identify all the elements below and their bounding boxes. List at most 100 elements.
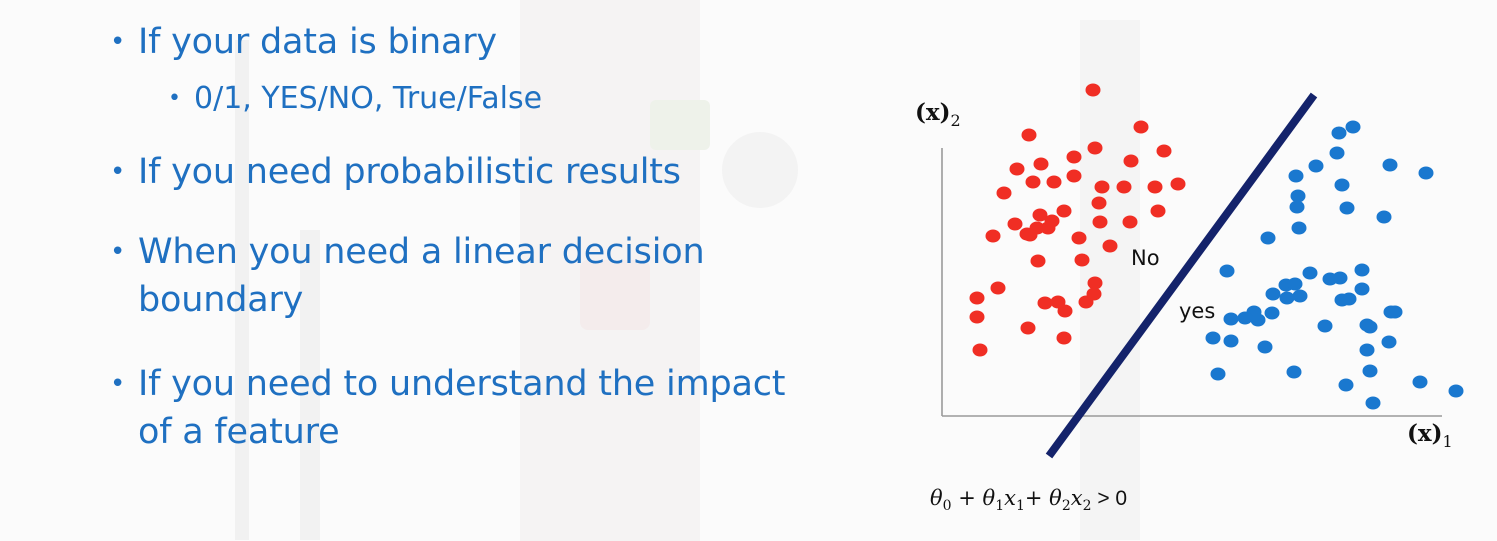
no-class-point — [1122, 215, 1138, 229]
yes-class-point — [1210, 367, 1226, 381]
yes-class-point — [1362, 364, 1378, 378]
no-class-point — [1037, 296, 1053, 310]
no-class-point — [1071, 231, 1087, 245]
eq-plus: + — [1025, 486, 1049, 510]
yes-class-point — [1286, 365, 1302, 379]
no-class-points — [969, 83, 1186, 357]
eq-sub: 0 — [943, 498, 952, 514]
yes-class-point — [1289, 200, 1305, 214]
eq-sub: 2 — [1062, 498, 1071, 514]
bullet-dot: • — [110, 27, 126, 57]
y-axis-label: (x)2 — [915, 99, 961, 130]
bullet-feature-impact: • If you need to understand the impact o… — [108, 360, 868, 456]
no-class-point — [1066, 169, 1082, 183]
yes-class-point — [1264, 306, 1280, 320]
bullet-binary: • If your data is binary — [108, 18, 868, 66]
no-class-point — [1032, 208, 1048, 222]
no-class-point — [1050, 295, 1066, 309]
no-class-point — [1020, 321, 1036, 335]
bullet-dot: • — [168, 86, 181, 111]
no-class-point — [1150, 204, 1166, 218]
no-class-point — [1007, 217, 1023, 231]
eq-theta0: θ — [930, 486, 943, 510]
eq-x1: x — [1004, 486, 1016, 510]
yes-class-point — [1331, 126, 1347, 140]
yes-class-point — [1302, 266, 1318, 280]
yes-class-point — [1359, 343, 1375, 357]
yes-class-point — [1287, 277, 1303, 291]
no-class-point — [990, 281, 1006, 295]
bullet-linear-boundary: • When you need a linear decision bounda… — [108, 228, 868, 324]
yes-class-point — [1257, 340, 1273, 354]
eq-sub: 2 — [1083, 498, 1092, 514]
no-class-point — [1094, 180, 1110, 194]
yes-class-point — [1338, 378, 1354, 392]
no-class-point — [1087, 276, 1103, 290]
no-class-point — [1030, 254, 1046, 268]
no-class-point — [969, 291, 985, 305]
region-label-no: No — [1131, 246, 1160, 270]
no-class-point — [1044, 214, 1060, 228]
yes-class-point — [1223, 334, 1239, 348]
eq-x2: x — [1071, 486, 1083, 510]
no-class-point — [1033, 157, 1049, 171]
no-class-point — [1056, 331, 1072, 345]
yes-class-point — [1250, 313, 1266, 327]
no-class-point — [1009, 162, 1025, 176]
bullet-dot: • — [110, 369, 126, 399]
yes-class-point — [1381, 335, 1397, 349]
no-class-point — [1019, 227, 1035, 241]
bullet-dot: • — [110, 237, 126, 267]
bullet-text: If you need probabilistic results — [138, 152, 681, 192]
yes-class-point — [1448, 384, 1464, 398]
no-class-point — [996, 186, 1012, 200]
no-class-point — [985, 229, 1001, 243]
no-class-point — [1123, 154, 1139, 168]
no-class-point — [1116, 180, 1132, 194]
yes-class-point — [1345, 120, 1361, 134]
no-class-point — [1147, 180, 1163, 194]
no-class-point — [1021, 128, 1037, 142]
no-class-point — [1025, 175, 1041, 189]
eq-plus: + — [952, 486, 983, 510]
bullet-probabilistic: • If you need probabilistic results — [108, 148, 868, 196]
bullet-list: • If your data is binary • 0/1, YES/NO, … — [108, 18, 868, 456]
eq-sub: 1 — [995, 498, 1004, 514]
yes-class-point — [1387, 305, 1403, 319]
no-class-point — [1086, 287, 1102, 301]
yes-class-point — [1291, 221, 1307, 235]
bullet-text: If your data is binary — [138, 22, 497, 62]
no-class-point — [1170, 177, 1186, 191]
yes-class-points — [1205, 120, 1464, 410]
yes-class-point — [1205, 331, 1221, 345]
boundary-equation: θ0 + θ1x1+ θ2x2 > 0 — [930, 486, 1127, 514]
yes-class-point — [1279, 291, 1295, 305]
yes-class-point — [1365, 396, 1381, 410]
y-axis-label-main: (x) — [915, 99, 950, 126]
sub-bullet-binary-examples: • 0/1, YES/NO, True/False — [166, 78, 868, 120]
bullet-text: If you need to understand the impact — [138, 364, 786, 404]
eq-theta2: θ — [1049, 486, 1062, 510]
no-class-point — [969, 310, 985, 324]
no-class-point — [1156, 144, 1172, 158]
yes-class-point — [1412, 375, 1428, 389]
yes-class-point — [1418, 166, 1434, 180]
yes-class-point — [1339, 201, 1355, 215]
bullet-text-continued: boundary — [138, 280, 304, 320]
x-axis-label: (x)1 — [1407, 420, 1453, 451]
yes-class-point — [1237, 311, 1253, 325]
x-axis-label-subscript: 1 — [1442, 432, 1452, 451]
yes-class-point — [1223, 312, 1239, 326]
bullet-text: When you need a linear decision — [138, 232, 705, 272]
no-class-point — [1074, 253, 1090, 267]
y-axis-label-subscript: 2 — [950, 111, 960, 130]
no-class-point — [1102, 239, 1118, 253]
eq-theta1: θ — [983, 486, 996, 510]
yes-class-point — [1376, 210, 1392, 224]
no-class-point — [1133, 120, 1149, 134]
no-class-point — [1091, 196, 1107, 210]
yes-class-point — [1292, 289, 1308, 303]
decision-boundary-line — [1045, 92, 1318, 459]
yes-class-point — [1354, 282, 1370, 296]
